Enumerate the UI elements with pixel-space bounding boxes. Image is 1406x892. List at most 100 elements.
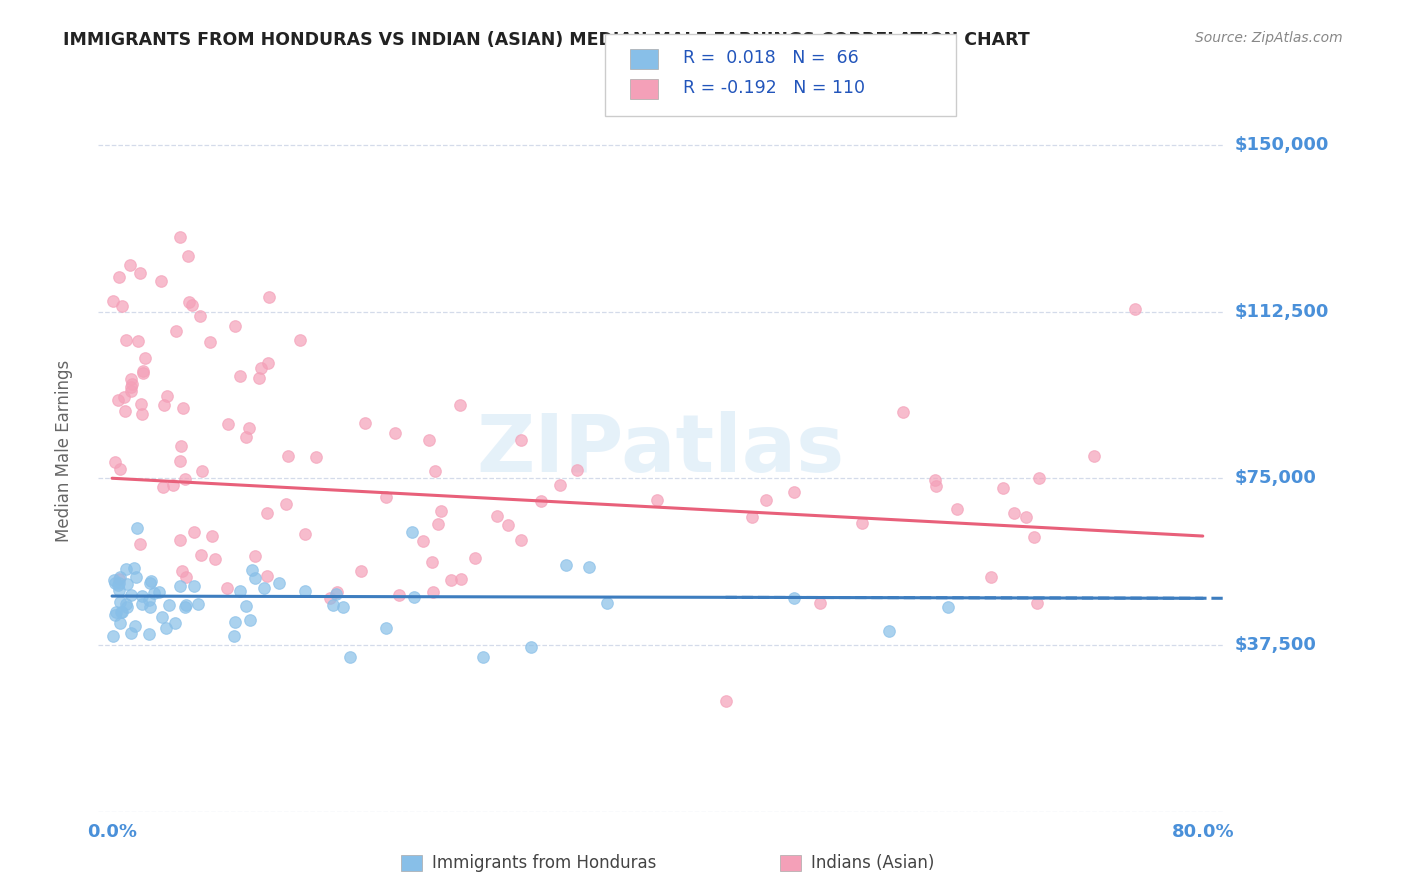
- Point: [104, 607, 127, 622]
- Point: [103, 575, 125, 590]
- Point: [110, 605, 132, 619]
- Point: [107, 393, 129, 408]
- Point: [530, 494, 553, 508]
- Point: [595, 596, 617, 610]
- Point: [143, 585, 166, 599]
- Text: IMMIGRANTS FROM HONDURAS VS INDIAN (ASIAN) MEDIAN MALE EARNINGS CORRELATION CHAR: IMMIGRANTS FROM HONDURAS VS INDIAN (ASIA…: [63, 31, 1031, 49]
- Point: [107, 578, 129, 592]
- Point: [229, 368, 252, 383]
- Text: Indians (Asian): Indians (Asian): [811, 855, 935, 872]
- Point: [422, 585, 444, 599]
- Point: [256, 569, 278, 583]
- Point: [169, 533, 191, 547]
- Point: [169, 230, 191, 244]
- Point: [155, 621, 177, 635]
- Point: [269, 576, 291, 591]
- Text: Source: ZipAtlas.com: Source: ZipAtlas.com: [1195, 31, 1343, 45]
- Text: Immigrants from Honduras: Immigrants from Honduras: [432, 855, 657, 872]
- Point: [294, 583, 316, 598]
- Point: [132, 366, 155, 380]
- Point: [115, 600, 138, 615]
- Point: [121, 376, 143, 391]
- Point: [647, 493, 669, 508]
- Text: R = -0.192   N = 110: R = -0.192 N = 110: [683, 79, 865, 97]
- Point: [114, 404, 136, 418]
- Point: [239, 613, 262, 627]
- Point: [148, 584, 170, 599]
- Point: [183, 524, 205, 539]
- Point: [169, 579, 191, 593]
- Point: [138, 592, 160, 607]
- Point: [259, 290, 281, 304]
- Point: [177, 249, 200, 263]
- Point: [384, 426, 406, 441]
- Point: [103, 573, 125, 587]
- Point: [1014, 509, 1036, 524]
- Point: [350, 565, 373, 579]
- Y-axis label: Median Male Earnings: Median Male Earnings: [55, 359, 73, 541]
- Point: [217, 417, 239, 431]
- Point: [891, 404, 914, 418]
- Point: [325, 587, 347, 601]
- Point: [162, 478, 184, 492]
- Point: [105, 605, 128, 619]
- Point: [375, 490, 398, 504]
- Point: [420, 555, 443, 569]
- Point: [1024, 530, 1046, 544]
- Point: [103, 629, 125, 643]
- Point: [354, 416, 377, 430]
- Point: [108, 582, 131, 597]
- Point: [294, 526, 316, 541]
- Point: [165, 324, 187, 338]
- Point: [510, 533, 533, 548]
- Point: [242, 563, 264, 577]
- Point: [980, 570, 1002, 584]
- Point: [1025, 596, 1047, 610]
- Text: $75,000: $75,000: [1234, 469, 1316, 487]
- Point: [430, 504, 453, 518]
- Point: [496, 517, 519, 532]
- Point: [174, 472, 197, 486]
- Point: [253, 581, 276, 595]
- Point: [127, 334, 149, 349]
- Point: [257, 356, 280, 370]
- Point: [224, 318, 246, 333]
- Point: [129, 266, 152, 280]
- Point: [179, 294, 201, 309]
- Point: [163, 616, 186, 631]
- Point: [755, 493, 778, 508]
- Point: [235, 430, 257, 444]
- Point: [120, 384, 142, 399]
- Point: [139, 574, 162, 588]
- Point: [188, 309, 211, 323]
- Point: [485, 508, 508, 523]
- Point: [277, 449, 299, 463]
- Point: [115, 562, 138, 576]
- Point: [464, 551, 486, 566]
- Point: [305, 450, 328, 464]
- Point: [290, 333, 312, 347]
- Point: [235, 599, 257, 614]
- Point: [131, 397, 153, 411]
- Text: $37,500: $37,500: [1234, 636, 1316, 654]
- Point: [149, 274, 172, 288]
- Point: [108, 576, 131, 591]
- Point: [401, 524, 423, 539]
- Point: [946, 502, 969, 516]
- Point: [172, 564, 194, 578]
- Point: [274, 497, 297, 511]
- Point: [103, 294, 125, 309]
- Point: [1002, 506, 1025, 520]
- Point: [339, 650, 361, 665]
- Point: [1028, 471, 1050, 485]
- Point: [375, 621, 398, 635]
- Point: [224, 615, 246, 630]
- Text: $150,000: $150,000: [1234, 136, 1329, 153]
- Point: [247, 370, 270, 384]
- Point: [131, 589, 153, 603]
- Point: [450, 572, 472, 586]
- Point: [472, 649, 495, 664]
- Point: [170, 439, 193, 453]
- Point: [388, 588, 411, 602]
- Point: [565, 463, 588, 477]
